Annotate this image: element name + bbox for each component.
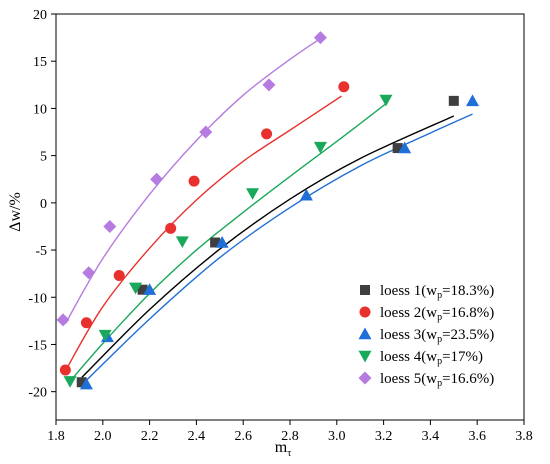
fit-line-2 (64, 95, 342, 372)
data-point-series-3 (215, 235, 229, 248)
legend-marker-1 (360, 285, 370, 295)
x-tick-label: 3.6 (468, 429, 486, 444)
x-axis-label: mτ (275, 439, 291, 459)
fit-line-1 (81, 115, 455, 379)
data-point-series-5 (56, 313, 70, 327)
x-tick-label: 2.4 (188, 429, 206, 444)
legend-label-3: loess 3(wp=23.5%) (380, 327, 494, 345)
data-point-series-2 (113, 270, 125, 282)
data-point-series-3 (398, 141, 412, 154)
data-point-series-5 (103, 219, 117, 233)
data-point-series-2 (80, 317, 92, 329)
x-tick-label: 2.2 (141, 429, 159, 444)
data-point-series-2 (59, 364, 71, 376)
fit-line-3 (85, 113, 473, 381)
x-tick-label: 1.8 (47, 429, 65, 444)
x-tick-label: 3.4 (422, 429, 440, 444)
y-tick-label: -10 (28, 291, 47, 306)
y-tick-label: 0 (40, 197, 47, 212)
data-point-series-1 (137, 284, 148, 295)
legend-marker-3 (358, 327, 372, 340)
y-tick-label: 10 (33, 102, 47, 117)
y-tick-label: 15 (33, 55, 47, 70)
data-point-series-2 (188, 175, 200, 187)
legend-label-1: loess 1(wp=18.3%) (380, 283, 494, 301)
data-point-series-1 (210, 237, 221, 248)
x-tick-label: 2.6 (234, 429, 252, 444)
y-tick-label: 5 (40, 150, 47, 165)
data-point-series-3 (299, 188, 313, 201)
data-point-series-5 (262, 78, 276, 92)
data-point-series-4 (246, 188, 260, 200)
x-tick-label: 2.0 (94, 429, 112, 444)
data-point-series-5 (150, 172, 164, 186)
data-point-series-1 (76, 377, 87, 388)
data-point-series-4 (98, 329, 112, 342)
legend-label-5: loess 5(wp=16.6%) (380, 371, 494, 389)
data-point-series-2 (261, 128, 273, 140)
data-point-series-2 (338, 81, 350, 93)
data-points (56, 31, 480, 390)
data-point-series-4 (175, 236, 189, 249)
data-point-series-5 (313, 31, 327, 45)
data-point-series-2 (165, 222, 177, 234)
data-point-series-3 (466, 94, 480, 107)
x-tick-label: 3.0 (328, 429, 346, 444)
data-point-series-5 (82, 266, 96, 280)
y-tick-label: -15 (28, 338, 47, 353)
data-point-series-1 (448, 95, 459, 106)
data-point-series-1 (392, 143, 403, 154)
data-point-series-4 (379, 94, 393, 107)
data-point-series-4 (63, 376, 77, 388)
legend: loess 1(wp=18.3%) loess 2(wp=16.8%) loess … (358, 283, 494, 389)
x-tick-label: 3.2 (375, 429, 393, 444)
x-tick-label: 2.8 (281, 429, 299, 444)
y-axis-label: Δw/% (7, 192, 24, 232)
fit-line-5 (64, 37, 321, 325)
legend-marker-2 (359, 306, 371, 318)
y-tick-label: -5 (35, 244, 47, 259)
y-tick-label: -20 (28, 386, 47, 401)
x-tick-label: 3.8 (515, 429, 533, 444)
data-point-series-3 (143, 283, 157, 295)
data-point-series-4 (129, 282, 143, 295)
y-tick-label: 20 (33, 8, 47, 23)
legend-label-2: loess 2(wp=16.8%) (380, 305, 494, 323)
data-point-series-5 (199, 125, 213, 139)
legend-marker-4 (358, 350, 372, 363)
data-point-series-3 (79, 377, 93, 390)
ticks: 1.8 2.0 2.2 2.4 2.6 2.8 3.0 3.2 3.4 3.6 3.8 20 15 10 5… (28, 8, 532, 444)
legend-label-4: loess 4(wp=17%) (380, 349, 483, 367)
legend-marker-5 (358, 371, 372, 385)
data-point-series-4 (313, 141, 327, 154)
